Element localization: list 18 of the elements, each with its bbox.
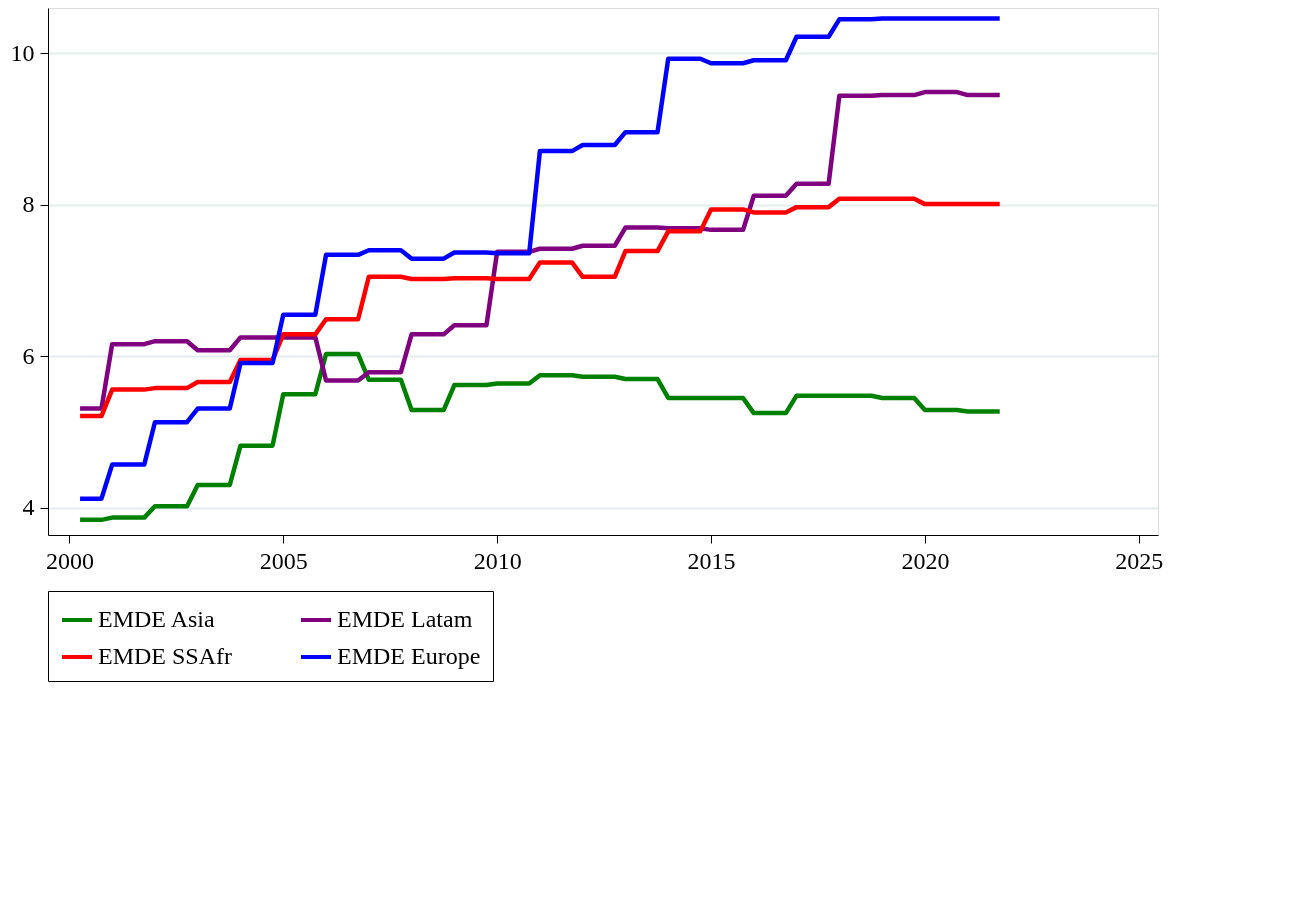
y-tick-label: 10 bbox=[10, 39, 35, 66]
line-series bbox=[77, 351, 1002, 523]
legend-label: EMDE SSAfr bbox=[98, 643, 233, 669]
y-tick-label: 6 bbox=[22, 342, 35, 369]
x-tick-label: 2010 bbox=[473, 547, 522, 574]
x-tick-label: 2005 bbox=[259, 547, 308, 574]
line-series bbox=[77, 16, 1002, 501]
x-tick-label: 2000 bbox=[45, 547, 94, 574]
y-tick-label: 4 bbox=[22, 494, 35, 521]
legend-label: EMDE Latam bbox=[337, 606, 473, 632]
y-tick-label: 8 bbox=[22, 191, 35, 218]
legend-label: EMDE Asia bbox=[98, 606, 216, 632]
legend-label: EMDE Europe bbox=[337, 643, 481, 669]
x-tick-label: 2025 bbox=[1115, 547, 1164, 574]
line-series bbox=[77, 196, 1002, 419]
x-tick-label: 2015 bbox=[687, 547, 736, 574]
line-series bbox=[77, 89, 1002, 411]
x-tick-label: 2020 bbox=[901, 547, 950, 574]
